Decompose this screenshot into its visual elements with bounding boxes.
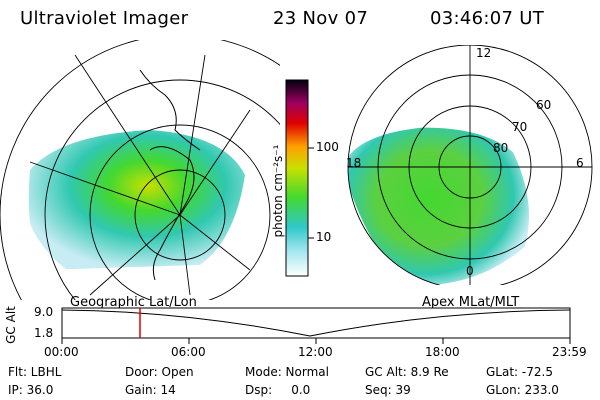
altitude-ytick-min: 1.8 [34,326,54,340]
time-label: 03:46:07 UT [430,8,545,29]
time-tick-4: 23:59 [552,345,587,359]
app-title: Ultraviolet Imager [20,8,189,29]
mlt-label-0: 0 [466,264,474,278]
geographic-image [0,40,280,300]
colorbar-tick-10: 10 [316,230,332,244]
altitude-ylabel: GC Alt [4,306,18,344]
mlat-label-60: 60 [536,98,552,112]
magnetic-image [347,45,593,285]
mlt-label-12: 12 [476,46,492,60]
geo-caption: Geographic Lat/Lon [70,295,197,310]
altitude-curve [61,309,571,337]
info-glat: GLat: -72.5 [486,365,553,379]
date-label: 23 Nov 07 [273,8,369,29]
colorbar-tick-100: 100 [316,140,339,154]
info-gain: Gain: 14 [125,383,176,397]
aurora-oval [348,127,529,285]
info-gcalt: GC Alt: 8.9 Re [365,365,449,379]
altitude-ytick-max: 9.0 [34,305,54,319]
mlat-label-80: 80 [493,141,509,155]
time-tick-0: 00:00 [44,345,79,359]
mag-caption: Apex MLat/MLT [422,295,520,310]
info-mode: Mode: Normal [245,365,329,379]
time-tick-3: 18:00 [425,345,460,359]
coastline-north [139,69,201,151]
lat-circles [0,40,280,300]
info-dsp: Dsp: 0.0 [245,383,311,397]
mlt-lines [348,45,592,285]
coastline [149,146,195,281]
colorbar [285,79,314,277]
info-glon: GLon: 233.0 [486,383,559,397]
info-ip: IP: 36.0 [8,383,54,397]
mlt-label-6: 6 [576,156,584,170]
info-door: Door: Open [125,365,194,379]
time-tick-1: 06:00 [171,345,206,359]
lon-lines [29,54,251,296]
colorbar-label: photon cm⁻²s⁻¹ [271,144,285,238]
info-flt: Flt: LBHL [8,365,62,379]
mlat-label-70: 70 [512,120,528,134]
altitude-strip [61,307,571,344]
time-tick-2: 12:00 [298,345,333,359]
info-seq: Seq: 39 [365,383,411,397]
mlt-label-18: 18 [346,156,362,170]
